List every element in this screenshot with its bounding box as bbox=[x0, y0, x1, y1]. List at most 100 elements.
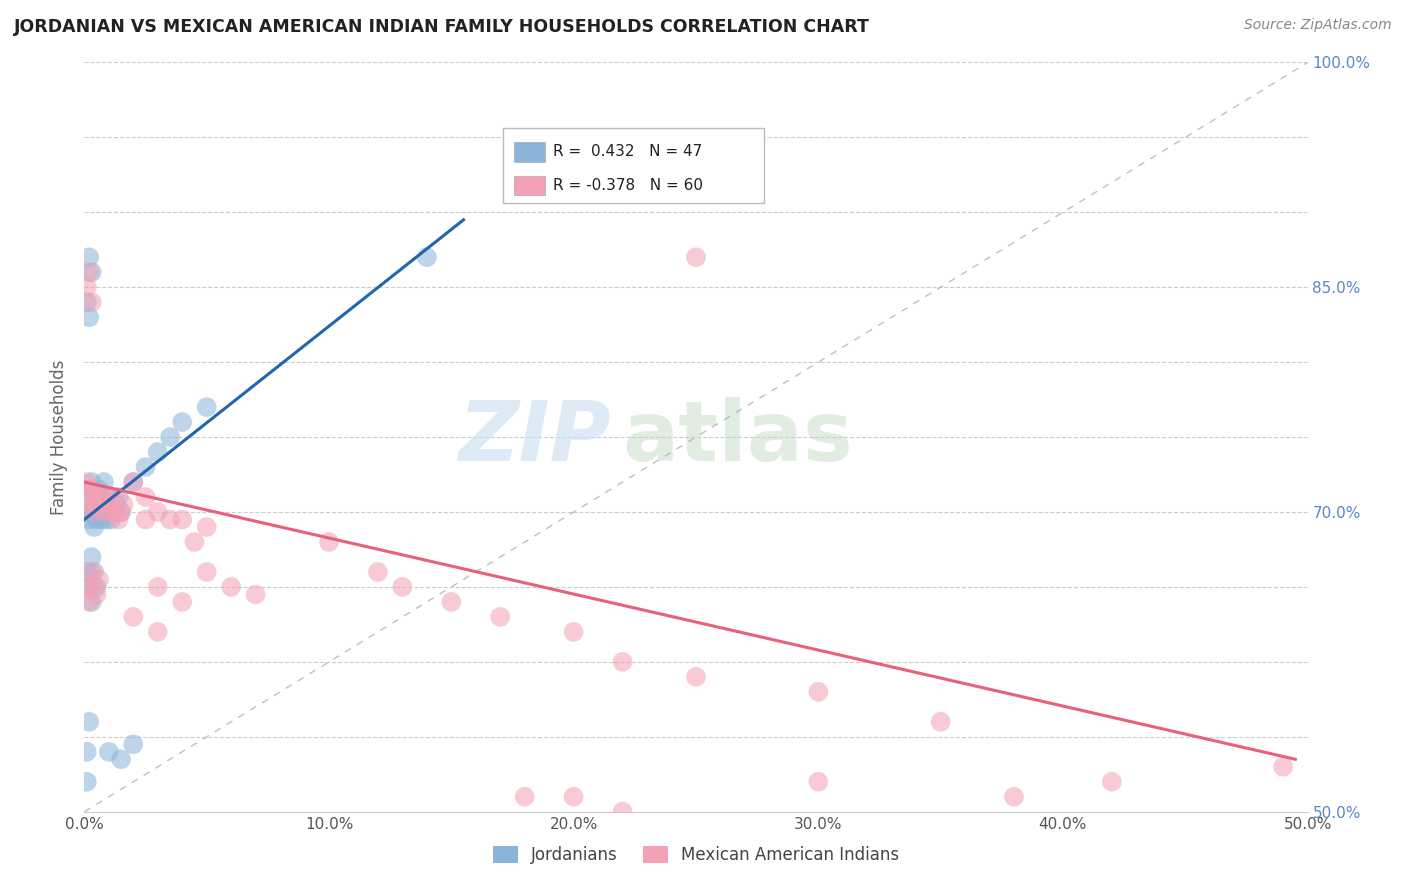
Point bbox=[146, 505, 169, 519]
Point bbox=[112, 498, 135, 512]
Point bbox=[1101, 774, 1123, 789]
Text: ZIP: ZIP bbox=[458, 397, 610, 477]
Point bbox=[80, 483, 103, 497]
Point bbox=[159, 512, 181, 526]
Point bbox=[77, 483, 100, 497]
Point bbox=[146, 624, 169, 639]
Point bbox=[562, 624, 585, 639]
Point bbox=[612, 805, 634, 819]
Point bbox=[96, 512, 118, 526]
Point bbox=[103, 505, 125, 519]
Y-axis label: Family Households: Family Households bbox=[51, 359, 69, 515]
Point bbox=[929, 714, 952, 729]
Point bbox=[93, 505, 115, 519]
Text: R =  0.432   N = 47: R = 0.432 N = 47 bbox=[554, 145, 703, 160]
Point bbox=[685, 250, 707, 264]
Point bbox=[1272, 760, 1295, 774]
Point bbox=[219, 580, 242, 594]
Point bbox=[77, 595, 100, 609]
Point bbox=[77, 265, 100, 279]
Point bbox=[807, 774, 830, 789]
Point bbox=[76, 745, 98, 759]
Point bbox=[807, 685, 830, 699]
Point bbox=[562, 789, 585, 804]
Text: R = -0.378   N = 60: R = -0.378 N = 60 bbox=[554, 178, 703, 194]
Point bbox=[76, 295, 98, 310]
Point bbox=[77, 512, 100, 526]
Point bbox=[122, 610, 145, 624]
Point bbox=[97, 498, 120, 512]
Point bbox=[80, 475, 103, 489]
Point bbox=[110, 505, 132, 519]
Point bbox=[76, 505, 98, 519]
Point bbox=[87, 490, 110, 504]
Point bbox=[195, 565, 218, 579]
Point bbox=[86, 587, 108, 601]
Text: JORDANIAN VS MEXICAN AMERICAN INDIAN FAMILY HOUSEHOLDS CORRELATION CHART: JORDANIAN VS MEXICAN AMERICAN INDIAN FAM… bbox=[14, 18, 870, 36]
Point bbox=[80, 498, 103, 512]
Point bbox=[76, 280, 98, 294]
Point bbox=[90, 498, 112, 512]
Point bbox=[80, 549, 103, 564]
Point bbox=[195, 520, 218, 534]
Point bbox=[96, 498, 118, 512]
Point bbox=[107, 512, 129, 526]
Point bbox=[87, 483, 110, 497]
Point bbox=[93, 505, 115, 519]
Point bbox=[100, 512, 122, 526]
Point bbox=[86, 498, 108, 512]
Point bbox=[183, 535, 205, 549]
Point bbox=[122, 475, 145, 489]
Point bbox=[685, 670, 707, 684]
Point bbox=[76, 565, 98, 579]
Point bbox=[93, 475, 115, 489]
Point bbox=[172, 595, 194, 609]
Point bbox=[97, 505, 120, 519]
Point bbox=[318, 535, 340, 549]
Text: atlas: atlas bbox=[623, 397, 853, 477]
Point bbox=[77, 580, 100, 594]
Point bbox=[86, 580, 108, 594]
Point bbox=[122, 737, 145, 751]
Point bbox=[76, 580, 98, 594]
Point bbox=[105, 498, 128, 512]
Point bbox=[83, 565, 105, 579]
Point bbox=[86, 498, 108, 512]
Point bbox=[83, 490, 105, 504]
Point bbox=[440, 595, 463, 609]
Point bbox=[122, 475, 145, 489]
Point bbox=[80, 295, 103, 310]
Point bbox=[110, 505, 132, 519]
Point bbox=[1002, 789, 1025, 804]
Point bbox=[83, 505, 105, 519]
Point bbox=[146, 580, 169, 594]
Point bbox=[97, 745, 120, 759]
Point bbox=[159, 430, 181, 444]
Point bbox=[96, 490, 118, 504]
Point bbox=[135, 490, 157, 504]
Point bbox=[83, 580, 105, 594]
Point bbox=[195, 400, 218, 414]
Point bbox=[80, 265, 103, 279]
Point bbox=[77, 310, 100, 325]
Point bbox=[80, 565, 103, 579]
Point bbox=[172, 512, 194, 526]
Legend: Jordanians, Mexican American Indians: Jordanians, Mexican American Indians bbox=[486, 839, 905, 871]
Point bbox=[77, 490, 100, 504]
Point bbox=[391, 580, 413, 594]
Point bbox=[245, 587, 267, 601]
Point bbox=[107, 490, 129, 504]
Point bbox=[90, 490, 112, 504]
Point bbox=[83, 490, 105, 504]
Point bbox=[76, 774, 98, 789]
Point bbox=[367, 565, 389, 579]
Point bbox=[105, 505, 128, 519]
Point bbox=[87, 505, 110, 519]
Point bbox=[172, 415, 194, 429]
Point bbox=[77, 250, 100, 264]
Point bbox=[110, 752, 132, 766]
Point bbox=[83, 520, 105, 534]
Point bbox=[103, 490, 125, 504]
Point bbox=[86, 512, 108, 526]
Point bbox=[513, 789, 536, 804]
